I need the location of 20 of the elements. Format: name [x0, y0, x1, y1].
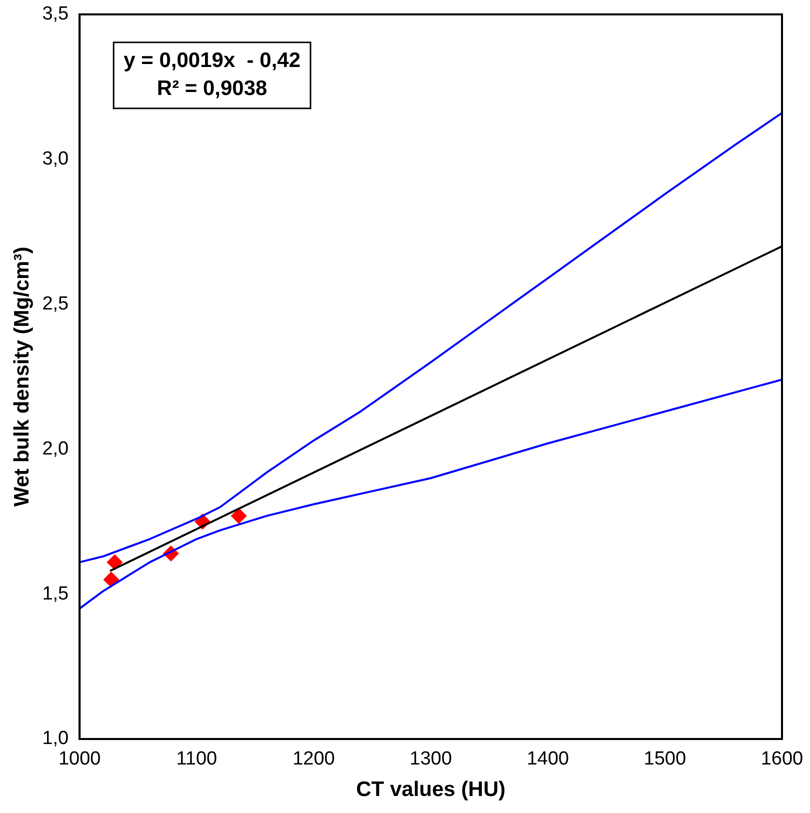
- y-axis-title: Wet bulk density (Mg/cm³): [10, 246, 34, 507]
- x-tick-label: 1200: [292, 748, 335, 770]
- y-tick-label: 3,5: [42, 4, 69, 25]
- x-tick-label: 1600: [760, 748, 804, 770]
- y-tick-label: 3,0: [42, 148, 69, 170]
- y-tick-label: 2,5: [42, 293, 69, 314]
- x-tick-label: 1000: [58, 748, 101, 770]
- x-axis-title: CT values (HU): [356, 778, 506, 802]
- x-tick-label: 1400: [526, 748, 570, 770]
- x-tick-label: 1300: [410, 748, 452, 770]
- y-tick-label: 1,0: [42, 728, 69, 750]
- annotation: y = 0,0019x - 0,42: [124, 49, 301, 72]
- x-tick-label: 1100: [176, 748, 218, 770]
- annotation: R² = 0,9038: [156, 77, 268, 100]
- point: [106, 554, 123, 570]
- y-tick-label: 2,0: [42, 438, 69, 460]
- x-tick-label: 1500: [644, 748, 686, 770]
- point: [103, 572, 120, 588]
- y-tick-label: 1,5: [42, 583, 69, 604]
- point: [230, 508, 247, 524]
